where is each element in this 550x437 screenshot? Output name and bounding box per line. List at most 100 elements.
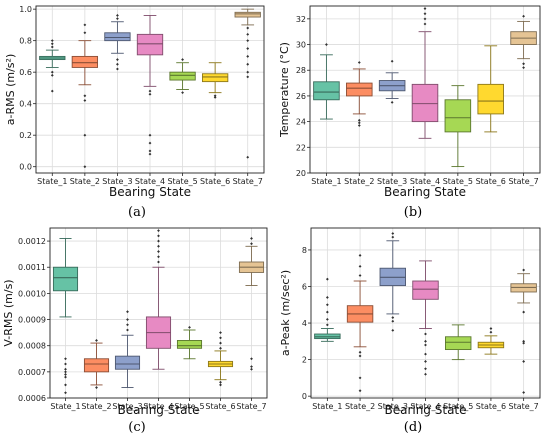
box-state-5 xyxy=(169,58,196,95)
x-tick-label: State_6 xyxy=(200,177,230,186)
x-axis-label: Bearing State xyxy=(384,403,466,417)
iqr-box xyxy=(176,340,203,349)
outlier-point xyxy=(423,22,427,26)
x-tick-label: State_5 xyxy=(167,177,197,186)
y-tick-label: 0.0006 xyxy=(18,394,46,403)
iqr-box xyxy=(313,81,340,101)
outlier-point xyxy=(325,303,329,307)
outlier-point xyxy=(325,277,329,281)
box-state-5 xyxy=(445,324,472,361)
box-state-7 xyxy=(238,237,265,371)
y-tick-label: 0.0008 xyxy=(18,342,46,351)
outlier-point xyxy=(250,237,253,240)
outlier-point xyxy=(246,62,250,66)
y-tick-label: 1.0 xyxy=(19,5,32,14)
box-state-1 xyxy=(52,238,79,395)
outlier-point xyxy=(246,26,250,30)
box-state-1 xyxy=(39,39,66,93)
outlier-point xyxy=(50,73,54,77)
panel-caption: (d) xyxy=(404,420,422,435)
outlier-point xyxy=(424,332,427,336)
box-state-5 xyxy=(444,85,472,168)
outlier-point xyxy=(83,99,87,102)
box-state-7 xyxy=(234,8,261,159)
plot-frame xyxy=(35,5,265,174)
outlier-point xyxy=(358,354,362,358)
outlier-point xyxy=(391,232,395,235)
outlier-point xyxy=(357,61,361,64)
outlier-point xyxy=(424,343,427,347)
box-state-3 xyxy=(378,59,406,104)
outlier-point xyxy=(50,45,54,49)
y-tick-label: 0.0 xyxy=(19,163,32,172)
outlier-point xyxy=(358,254,362,257)
x-tick-label: State_7 xyxy=(233,177,263,186)
x-tick-label: State_3 xyxy=(112,402,142,411)
outlier-point xyxy=(391,319,395,323)
outlier-point xyxy=(219,383,222,387)
outlier-point xyxy=(246,47,250,50)
y-tick-label: 0.0011 xyxy=(18,263,46,272)
outlier-point xyxy=(148,133,152,137)
iqr-box xyxy=(201,73,229,83)
iqr-box xyxy=(346,82,373,97)
outlier-point xyxy=(424,352,427,356)
outlier-point xyxy=(246,39,250,43)
iqr-box xyxy=(477,83,504,115)
outlier-point xyxy=(250,367,253,371)
y-tick-label: 20 xyxy=(296,169,306,178)
outlier-point xyxy=(357,118,361,122)
x-tick-label: State_2 xyxy=(81,402,111,411)
outlier-point xyxy=(116,58,119,61)
outlier-point xyxy=(64,357,67,361)
box-state-4 xyxy=(145,229,172,370)
outlier-point xyxy=(181,91,184,95)
outlier-point xyxy=(50,42,54,46)
outlier-point xyxy=(83,165,87,169)
y-tick-label: 24 xyxy=(296,118,306,127)
y-tick-label: 0.0012 xyxy=(18,237,46,246)
outlier-point xyxy=(522,339,526,343)
iqr-box xyxy=(71,55,99,68)
iqr-box xyxy=(412,280,439,300)
outlier-point xyxy=(522,62,525,66)
x-tick-label: State_3 xyxy=(102,177,132,186)
y-tick-label: 0.6 xyxy=(19,68,32,77)
outlier-point xyxy=(64,391,67,395)
y-tick-label: 6 xyxy=(302,282,307,291)
outlier-point xyxy=(116,67,119,71)
outlier-point xyxy=(157,244,160,248)
plot-frame xyxy=(310,227,541,399)
x-tick-label: State_2 xyxy=(344,177,374,186)
outlier-point xyxy=(358,389,362,393)
iqr-box xyxy=(411,83,439,123)
y-tick-label: 2 xyxy=(302,356,307,365)
outlier-point xyxy=(391,328,395,332)
outlier-point xyxy=(325,323,329,327)
outlier-point xyxy=(423,7,427,10)
outlier-point xyxy=(423,17,427,21)
outlier-point xyxy=(424,360,427,363)
x-axis-label: Bearing State xyxy=(384,185,466,199)
plot-frame xyxy=(49,227,268,399)
x-tick-label: State_6 xyxy=(205,402,235,411)
outlier-point xyxy=(83,94,87,98)
outlier-point xyxy=(522,360,526,363)
outlier-point xyxy=(83,23,87,27)
box-state-3 xyxy=(114,310,141,388)
x-tick-label: State_4 xyxy=(410,402,440,411)
outlier-point xyxy=(64,373,67,376)
box-state-1 xyxy=(314,277,341,342)
outlier-point xyxy=(157,234,160,238)
outlier-point xyxy=(489,330,493,334)
x-axis-label: Bearing State xyxy=(109,185,191,199)
outlier-point xyxy=(64,362,67,366)
outlier-point xyxy=(219,336,222,340)
y-axis-label: a-RMS (m/s²) xyxy=(4,54,17,125)
outlier-point xyxy=(181,58,184,61)
x-tick-label: State_6 xyxy=(476,402,506,411)
outlier-point xyxy=(325,43,328,46)
outlier-point xyxy=(64,367,67,371)
